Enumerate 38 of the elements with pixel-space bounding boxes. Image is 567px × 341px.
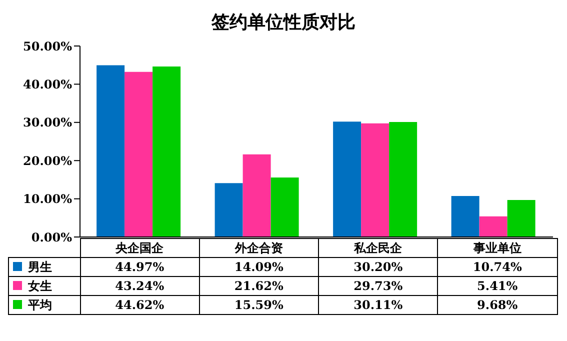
x-tick-label: 事业单位 <box>438 238 557 258</box>
data-label: 14.09% <box>199 258 318 276</box>
legend-label: 平均 <box>8 296 80 314</box>
x-tick-label: 私企民企 <box>318 238 438 258</box>
x-tick-label: 央企国企 <box>80 238 200 258</box>
data-label: 44.62% <box>80 296 200 314</box>
bar <box>270 177 299 237</box>
bar <box>152 66 181 237</box>
legend-label: 女生 <box>8 276 80 296</box>
data-label: 43.24% <box>80 276 200 296</box>
legend-label: 男生 <box>8 258 80 276</box>
y-tick-label: 0.00% <box>31 230 73 244</box>
bar <box>214 183 243 237</box>
y-tick-label: 40.00% <box>23 77 73 92</box>
bar <box>242 154 271 237</box>
data-label: 10.74% <box>438 258 557 276</box>
data-label: 30.11% <box>318 296 438 314</box>
y-tick-label: 50.00% <box>23 39 73 54</box>
x-tick-label: 外企合资 <box>199 238 318 258</box>
bar <box>361 123 390 237</box>
y-tick-label: 30.00% <box>23 116 73 130</box>
data-label: 30.20% <box>318 258 438 276</box>
bar <box>96 65 125 237</box>
bar <box>479 216 508 237</box>
y-tick-label: 10.00% <box>23 192 73 206</box>
chart-title: 签约单位性质对比 <box>210 11 356 35</box>
data-label: 9.68% <box>438 296 557 314</box>
bar <box>333 122 362 237</box>
y-tick-label: 20.00% <box>23 154 73 168</box>
data-label: 15.59% <box>199 296 318 314</box>
bar <box>124 72 153 237</box>
bar <box>389 122 418 237</box>
data-label: 21.62% <box>199 276 318 296</box>
data-label: 29.73% <box>318 276 438 296</box>
data-label: 5.41% <box>438 276 557 296</box>
bar <box>507 200 536 237</box>
data-label: 44.97% <box>80 258 200 276</box>
bar <box>451 196 480 237</box>
